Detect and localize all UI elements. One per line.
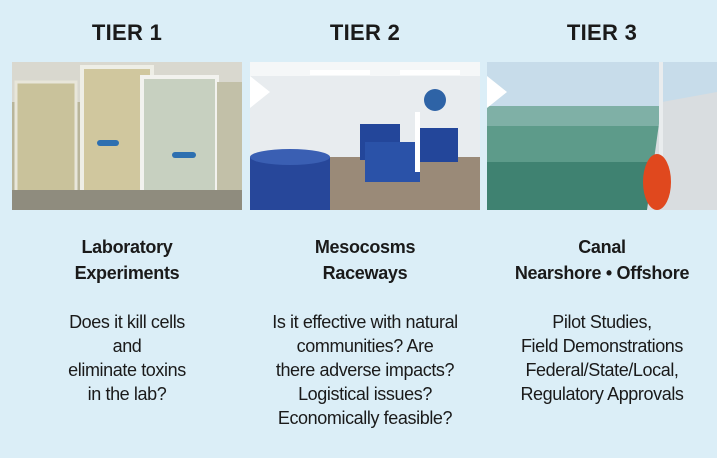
tier-description: Pilot Studies, Field Demonstrations Fede… (483, 310, 717, 406)
tier-title: Mesocosms Raceways (246, 234, 484, 286)
description-line: Economically feasible? (246, 406, 484, 430)
description-line: there adverse impacts? (246, 358, 484, 382)
description-line: and (8, 334, 246, 358)
lab-photo (12, 62, 242, 210)
title-line: Experiments (8, 260, 246, 286)
description-line: communities? Are (246, 334, 484, 358)
description-line: Field Demonstrations (483, 334, 717, 358)
title-line: Canal (483, 234, 717, 260)
tier-title: Canal Nearshore • Offshore (483, 234, 717, 286)
description-line: Is it effective with natural (246, 310, 484, 334)
description-line: Logistical issues? (246, 382, 484, 406)
tier-title: Laboratory Experiments (8, 234, 246, 286)
mesocosm-photo (250, 62, 480, 210)
description-line: eliminate toxins (8, 358, 246, 382)
tier-label: TIER 1 (8, 20, 246, 46)
description-line: in the lab? (8, 382, 246, 406)
title-line: Nearshore • Offshore (483, 260, 717, 286)
description-line: Regulatory Approvals (483, 382, 717, 406)
tier-diagram: TIER 1 Laboratory Experiments Does it ki… (0, 0, 717, 458)
tier-label: TIER 3 (483, 20, 717, 46)
title-line: Laboratory (8, 234, 246, 260)
description-line: Federal/State/Local, (483, 358, 717, 382)
description-line: Pilot Studies, (483, 310, 717, 334)
description-line: Does it kill cells (8, 310, 246, 334)
tier-description: Does it kill cells and eliminate toxins … (8, 310, 246, 406)
title-line: Mesocosms (246, 234, 484, 260)
tier-label: TIER 2 (246, 20, 484, 46)
offshore-photo (487, 62, 717, 210)
title-line: Raceways (246, 260, 484, 286)
tier-description: Is it effective with natural communities… (246, 310, 484, 430)
